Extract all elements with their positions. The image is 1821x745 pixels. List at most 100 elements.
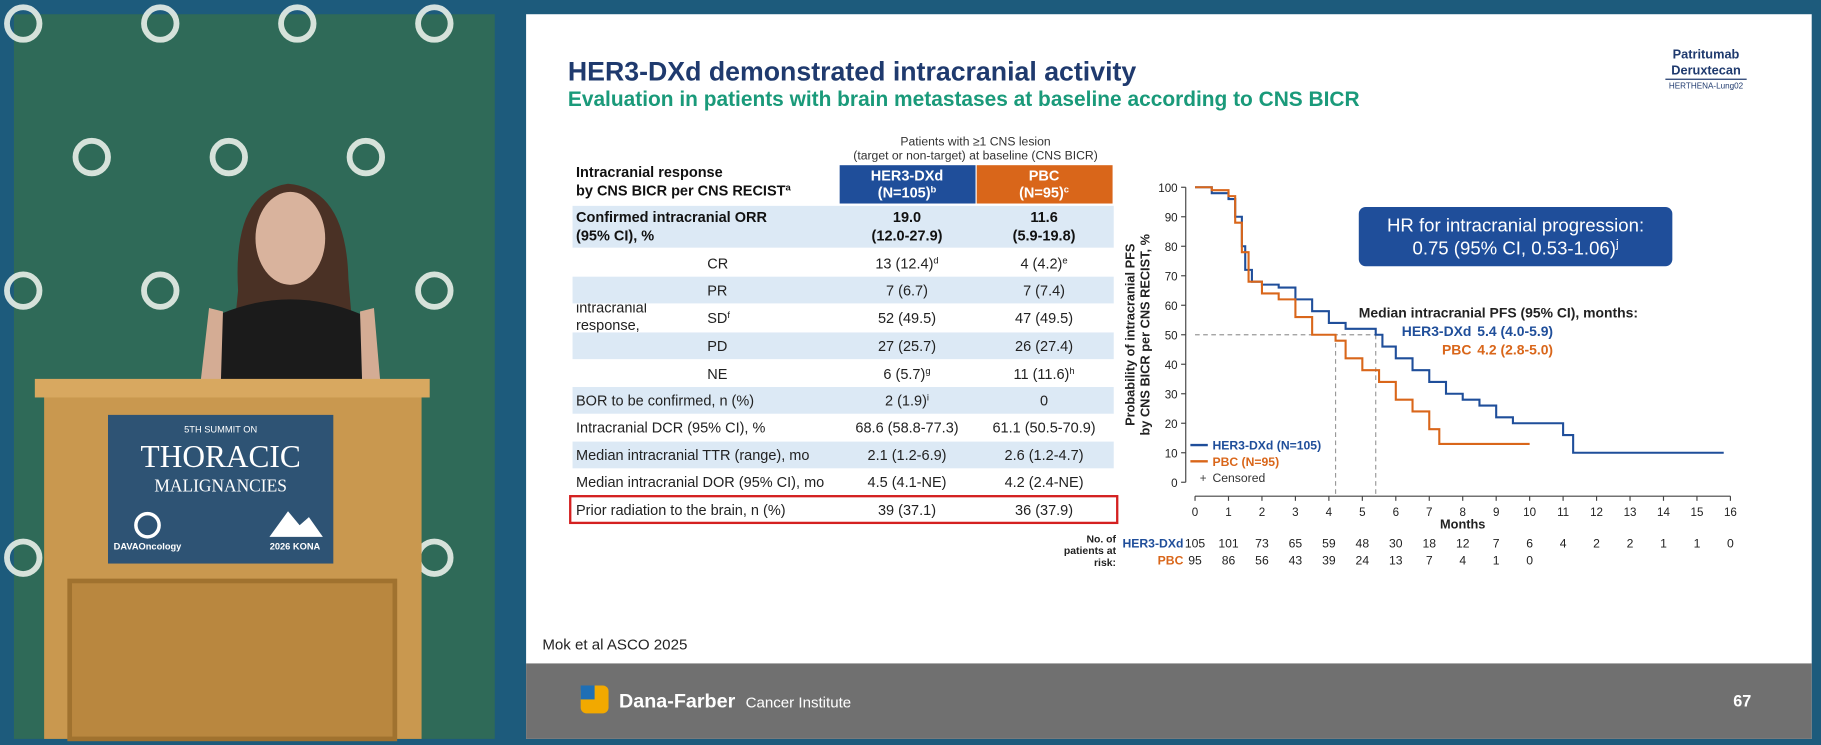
median-value: 5.4 (4.0-5.9) [1477,323,1553,339]
x-tick-label: 9 [1493,506,1499,519]
column-header-bg [839,165,976,204]
risk-value: 12 [1456,536,1470,550]
risk-label: patients at [1064,546,1117,557]
results-table: Patients with ≥1 CNS lesion(target or no… [569,134,1119,525]
cell: 36 (37.9) [1015,503,1073,519]
cell: 11.6 [1030,210,1057,226]
backdrop-logo [415,4,454,43]
risk-value: 0 [1526,554,1533,568]
x-tick-label: 0 [1192,506,1198,519]
x-tick-label: 5 [1359,506,1365,519]
sign-edition: 5TH SUMMIT ON [184,424,257,434]
x-tick-label: 10 [1523,506,1536,519]
row-label: PR [707,283,727,299]
y-axis-label: Probability of intracranial PFS [1123,243,1138,426]
legend-label: PBC (N=95) [1212,455,1279,469]
row-label: Median intracranial DOR (95% CI), mo [576,475,824,491]
risk-value: 65 [1289,536,1303,550]
y-tick-label: 30 [1165,388,1178,401]
x-tick-label: 7 [1426,506,1432,519]
slide: HER3-DXd demonstrated intracranial activ… [526,14,1812,739]
table-caption: (target or non-target) at baseline (CNS … [853,148,1098,162]
row-label: (95% CI), % [576,229,654,245]
y-tick-label: 90 [1165,211,1178,224]
risk-value: 1 [1694,536,1701,550]
superscript: e [1062,254,1067,265]
row-label: SDf [707,309,730,327]
risk-value: 0 [1727,536,1734,550]
cell: 7 (6.7) [886,283,928,299]
sign-event: 2026 KONA [270,542,321,552]
superscript: h [1069,364,1074,375]
y-tick-label: 100 [1158,182,1177,195]
risk-value: 59 [1322,536,1336,550]
sign-line2: MALIGNANCIES [154,476,286,496]
cell: (5.9-19.8) [1013,229,1076,245]
podium-panel [67,578,398,742]
cell: 2 (1.9)i [885,391,929,409]
y-tick-label: 20 [1165,418,1178,431]
risk-value: 86 [1222,554,1236,568]
row-shade [572,441,1114,469]
sign-brand: DAVAOncology [114,542,183,552]
legend-label: HER3-DXd (N=105) [1212,439,1321,453]
row-header: by CNS BICR per CNS RECISTa [576,181,791,200]
face [255,191,326,285]
risk-value: 95 [1188,554,1202,568]
x-tick-label: 13 [1624,506,1637,519]
sign-logo [134,511,161,539]
row-header: Intracranial response [576,165,723,181]
institute-logo-part [580,685,595,700]
logo-line: Patritumab [1673,46,1740,61]
risk-value: 2 [1593,536,1600,550]
institute-sub: Cancer Institute [746,695,852,712]
column-header: PBC [1029,168,1060,184]
group-label: intracranial [576,301,647,317]
group-label: response, [576,318,640,334]
backdrop-logo [141,4,180,43]
y-tick-label: 40 [1165,359,1178,372]
y-tick-label: 60 [1165,300,1178,313]
superscript: i [927,391,929,402]
x-tick-label: 14 [1657,506,1670,519]
risk-value: 101 [1218,536,1239,550]
backdrop-logo [346,137,385,177]
row-label: CR [707,257,728,273]
row-label: BOR to be confirmed, n (%) [576,394,754,410]
backdrop-logo [209,137,248,177]
risk-value: 7 [1426,554,1433,568]
slide-subtitle: Evaluation in patients with brain metast… [568,88,1360,111]
column-header-n: (N=95)c [1019,183,1069,201]
slide-title: HER3-DXd demonstrated intracranial activ… [568,56,1136,86]
x-tick-label: 16 [1724,506,1737,519]
km-curve [1195,186,1530,445]
risk-value: 13 [1389,554,1403,568]
cell: 61.1 (50.5-70.9) [992,420,1095,436]
x-axis-label: Months [1440,517,1485,532]
risk-arm: HER3-DXd [1122,536,1183,550]
cell: 4.5 (4.1-NE) [868,475,947,491]
median-arm: PBC [1442,341,1471,357]
superscript: b [931,183,937,194]
institute-name: Dana-Farber [619,691,736,713]
risk-value: 56 [1255,554,1269,568]
risk-value: 7 [1493,536,1500,550]
row-shade [572,276,1114,304]
superscript: g [925,364,930,375]
logo-line: HERTHENA-Lung02 [1669,82,1744,91]
slide-bg [526,14,1812,739]
median-arm: HER3-DXd [1402,323,1472,339]
y-tick-label: 0 [1171,477,1177,490]
y-tick-label: 70 [1165,270,1178,283]
column-header-bg [976,165,1113,204]
row-label: Prior radiation to the brain, n (%) [576,503,786,519]
cell: 2.1 (1.2-6.9) [868,448,947,464]
backdrop-logo [415,271,454,310]
row-label: Median intracranial TTR (range), mo [576,448,809,464]
superscript: a [786,181,792,192]
cell: 11 (11.6)h [1013,364,1074,382]
footer-bar [526,663,1812,739]
row-shade [572,332,1114,360]
